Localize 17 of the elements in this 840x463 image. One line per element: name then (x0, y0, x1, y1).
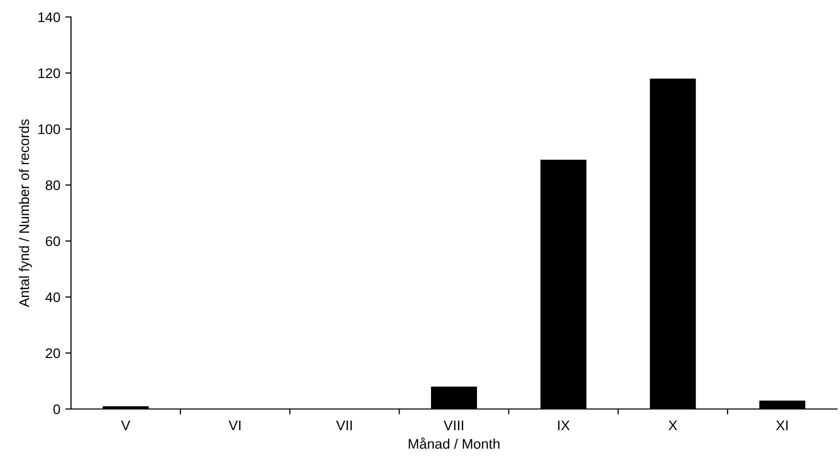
x-tick-label: VI (228, 420, 240, 430)
x-tick-label: IX (558, 420, 570, 430)
y-tick-label: 80 (46, 180, 60, 190)
x-tick-label: VIII (444, 420, 464, 430)
y-axis-title: Antal fynd / Number of records (18, 119, 32, 308)
y-tick-label: 140 (38, 12, 60, 22)
y-tick-label: 100 (38, 124, 60, 134)
x-tick-label: XI (776, 420, 788, 430)
x-axis-title: Månad / Month (408, 437, 500, 449)
y-tick-label: 120 (38, 68, 60, 78)
y-tick-label: 40 (45, 292, 60, 302)
y-tick-label: 60 (46, 236, 60, 246)
y-tick-label: 0 (53, 404, 60, 414)
y-tick-label: 20 (46, 348, 60, 358)
x-tick-label: VII (336, 420, 352, 430)
x-tick-label: X (668, 420, 678, 430)
x-tick-label: V (121, 420, 130, 430)
